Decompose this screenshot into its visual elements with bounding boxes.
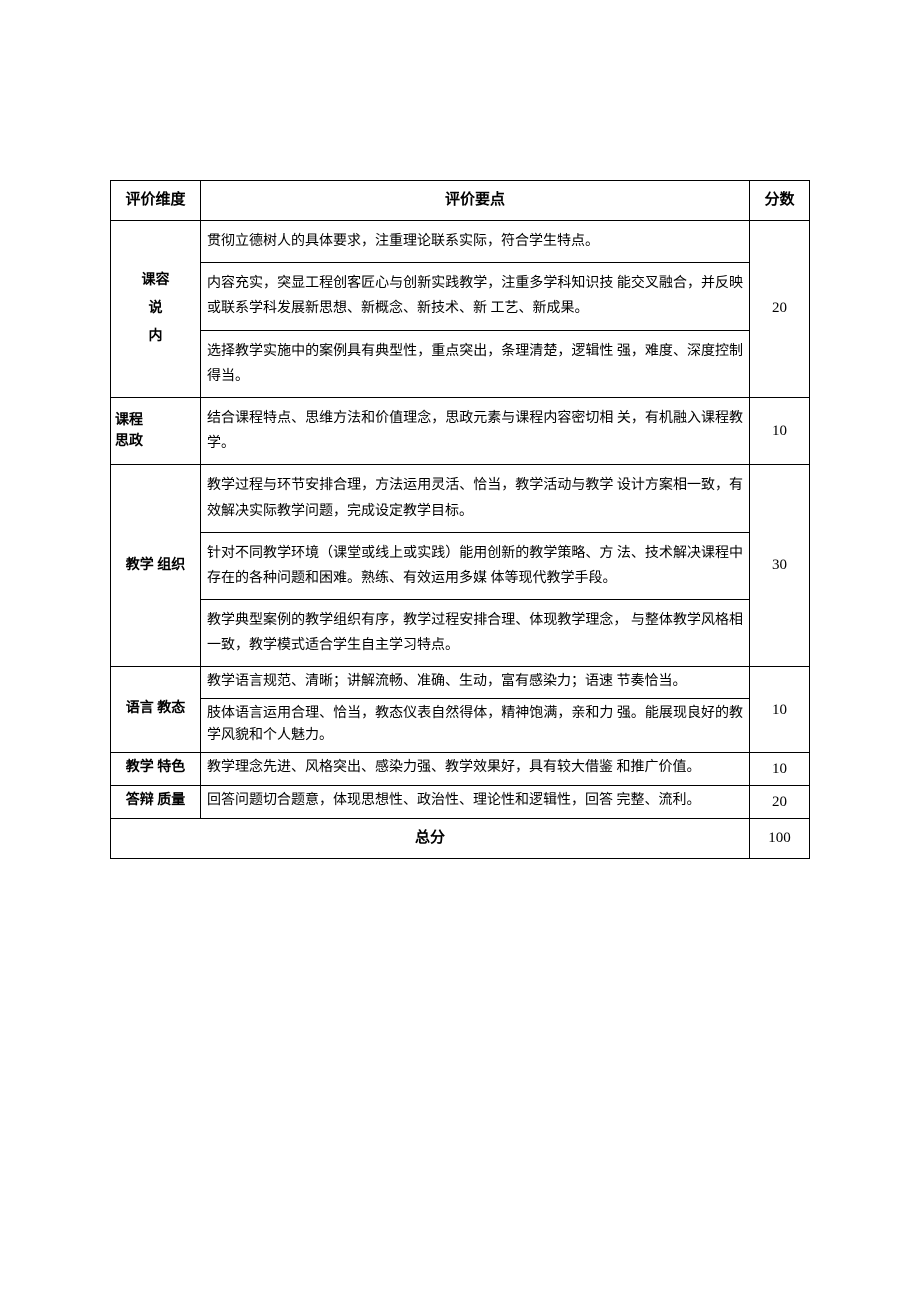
total-row: 总分 100 bbox=[111, 818, 810, 858]
dimension-cell: 教学 组织 bbox=[111, 465, 201, 667]
score-cell: 10 bbox=[750, 397, 810, 464]
score-cell: 20 bbox=[750, 785, 810, 818]
table-row: 教学 特色 教学理念先进、风格突出、感染力强、教学效果好，具有较大借鉴 和推广价… bbox=[111, 752, 810, 785]
dimension-cell: 课程 思政 bbox=[111, 397, 201, 464]
evaluation-table: 评价维度 评价要点 分数 课容 说 内 贯彻立德树人的具体要求，注重理论联系实际… bbox=[110, 180, 810, 859]
criteria-cell: 针对不同教学环境（课堂或线上或实践）能用创新的教学策略、方 法、技术解决课程中存… bbox=[201, 532, 750, 599]
score-cell: 10 bbox=[750, 667, 810, 752]
table-row: 语言 教态 教学语言规范、清晰；讲解流畅、准确、生动，富有感染力；语速 节奏恰当… bbox=[111, 667, 810, 698]
criteria-cell: 结合课程特点、思维方法和价值理念，思政元素与课程内容密切相 关，有机融入课程教学… bbox=[201, 397, 750, 464]
score-cell: 30 bbox=[750, 465, 810, 667]
criteria-cell: 教学语言规范、清晰；讲解流畅、准确、生动，富有感染力；语速 节奏恰当。 bbox=[201, 667, 750, 698]
criteria-cell: 回答问题切合题意，体现思想性、政治性、理论性和逻辑性，回答 完整、流利。 bbox=[201, 785, 750, 818]
table-header-row: 评价维度 评价要点 分数 bbox=[111, 181, 810, 221]
table-row: 针对不同教学环境（课堂或线上或实践）能用创新的教学策略、方 法、技术解决课程中存… bbox=[111, 532, 810, 599]
criteria-cell: 教学典型案例的教学组织有序，教学过程安排合理、体现教学理念， 与整体教学风格相一… bbox=[201, 600, 750, 667]
table-row: 选择教学实施中的案例具有典型性，重点突出，条理清楚，逻辑性 强，难度、深度控制得… bbox=[111, 330, 810, 397]
criteria-cell: 教学理念先进、风格突出、感染力强、教学效果好，具有较大借鉴 和推广价值。 bbox=[201, 752, 750, 785]
table-row: 答辩 质量 回答问题切合题意，体现思想性、政治性、理论性和逻辑性，回答 完整、流… bbox=[111, 785, 810, 818]
criteria-cell: 贯彻立德树人的具体要求，注重理论联系实际，符合学生特点。 bbox=[201, 221, 750, 263]
criteria-cell: 肢体语言运用合理、恰当，教态仪表自然得体，精神饱满，亲和力 强。能展现良好的教学… bbox=[201, 698, 750, 752]
header-criteria: 评价要点 bbox=[201, 181, 750, 221]
table-row: 教学 组织 教学过程与环节安排合理，方法运用灵活、恰当，教学活动与教学 设计方案… bbox=[111, 465, 810, 532]
dimension-cell: 课容 说 内 bbox=[111, 221, 201, 398]
dimension-cell: 答辩 质量 bbox=[111, 785, 201, 818]
total-label: 总分 bbox=[111, 818, 750, 858]
score-cell: 10 bbox=[750, 752, 810, 785]
dimension-cell: 语言 教态 bbox=[111, 667, 201, 752]
table-row: 课容 说 内 贯彻立德树人的具体要求，注重理论联系实际，符合学生特点。 20 bbox=[111, 221, 810, 263]
table-row: 内容充实，突显工程创客匠心与创新实践教学，注重多学科知识技 能交叉融合，并反映或… bbox=[111, 263, 810, 330]
table-row: 教学典型案例的教学组织有序，教学过程安排合理、体现教学理念， 与整体教学风格相一… bbox=[111, 600, 810, 667]
criteria-cell: 选择教学实施中的案例具有典型性，重点突出，条理清楚，逻辑性 强，难度、深度控制得… bbox=[201, 330, 750, 397]
header-score: 分数 bbox=[750, 181, 810, 221]
total-value: 100 bbox=[750, 818, 810, 858]
dimension-cell: 教学 特色 bbox=[111, 752, 201, 785]
header-dimension: 评价维度 bbox=[111, 181, 201, 221]
criteria-cell: 教学过程与环节安排合理，方法运用灵活、恰当，教学活动与教学 设计方案相一致，有效… bbox=[201, 465, 750, 532]
table-row: 肢体语言运用合理、恰当，教态仪表自然得体，精神饱满，亲和力 强。能展现良好的教学… bbox=[111, 698, 810, 752]
table-row: 课程 思政 结合课程特点、思维方法和价值理念，思政元素与课程内容密切相 关，有机… bbox=[111, 397, 810, 464]
criteria-cell: 内容充实，突显工程创客匠心与创新实践教学，注重多学科知识技 能交叉融合，并反映或… bbox=[201, 263, 750, 330]
score-cell: 20 bbox=[750, 221, 810, 398]
